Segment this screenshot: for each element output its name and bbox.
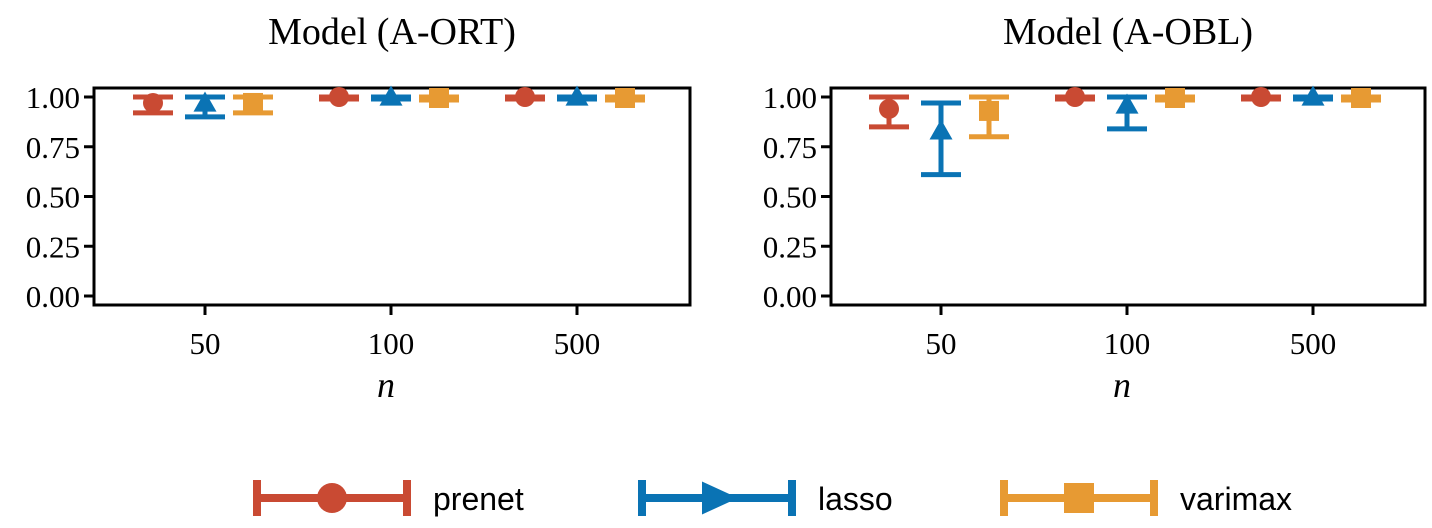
x-tick-label: 100 — [1104, 326, 1151, 361]
y-tick-label: 0.25 — [763, 229, 817, 264]
chart-title: Model (A-OBL) — [1003, 11, 1253, 53]
errorbar-varimax — [419, 87, 459, 108]
errorbar-prenet — [869, 94, 909, 130]
x-axis-label: n — [377, 365, 395, 405]
y-tick-label: 1.00 — [26, 80, 80, 115]
varimax-point — [979, 100, 999, 121]
varimax-point — [243, 92, 263, 113]
prenet-point — [879, 98, 899, 119]
x-tick-label: 500 — [554, 326, 601, 361]
legend-label: lasso — [818, 481, 893, 517]
errorbar-varimax — [969, 94, 1009, 140]
x-tick-label: 500 — [1290, 326, 1337, 361]
errorbar-prenet — [133, 92, 173, 116]
panel-a-ort: Model (A-ORT) 0.00 0.25 0.50 0.75 1.00 50 100 50… — [26, 11, 692, 405]
varimax-point — [1351, 87, 1371, 108]
y-tick-label: 0.50 — [26, 180, 80, 215]
legend-label: varimax — [1180, 481, 1292, 517]
errorbar-prenet — [319, 87, 359, 107]
legend: prenet lasso varimax — [253, 480, 1292, 517]
errorbar-lasso — [1293, 85, 1333, 106]
x-tick-label: 100 — [368, 326, 415, 361]
legend-marker-varimax — [1064, 483, 1094, 513]
x-tick-label: 50 — [926, 326, 957, 361]
y-tick-label: 0.00 — [763, 279, 817, 314]
lasso-point — [1115, 93, 1139, 114]
panel-a-obl: Model (A-OBL) 0.00 0.25 0.50 0.75 1.00 50 100 50… — [763, 11, 1427, 405]
lasso-point — [565, 85, 589, 106]
lasso-point — [193, 91, 217, 112]
y-tick-label: 0.50 — [763, 180, 817, 215]
errorbar-lasso — [1107, 93, 1147, 132]
legend-item-varimax: varimax — [1000, 480, 1292, 517]
chart-title: Model (A-ORT) — [268, 11, 516, 53]
errorbar-lasso — [921, 100, 961, 178]
lasso-point — [929, 119, 953, 140]
errorbar-prenet — [1241, 87, 1281, 107]
x-axis-label: n — [1113, 365, 1131, 405]
plot-frame — [92, 86, 692, 307]
errorbar-varimax — [605, 87, 645, 108]
legend-marker-prenet — [317, 483, 347, 513]
varimax-point — [429, 87, 449, 108]
errorbar-prenet — [1055, 87, 1095, 107]
errorbar-varimax — [233, 92, 273, 116]
x-tick-label: 50 — [190, 326, 221, 361]
y-tick-label: 1.00 — [763, 80, 817, 115]
legend-marker-lasso — [702, 481, 738, 515]
y-tick-label: 0.25 — [26, 229, 80, 264]
prenet-point — [143, 92, 163, 113]
lasso-point — [1301, 85, 1325, 106]
errorbar-varimax — [1155, 87, 1195, 108]
prenet-point — [329, 87, 349, 107]
errorbar-prenet — [505, 87, 545, 107]
y-tick-label: 0.00 — [26, 279, 80, 314]
errorbar-lasso — [185, 91, 225, 120]
y-tick-label: 0.75 — [763, 130, 817, 165]
varimax-point — [615, 87, 635, 108]
prenet-point — [1251, 87, 1271, 107]
errorbar-varimax — [1341, 87, 1381, 108]
prenet-point — [1065, 87, 1085, 107]
errorbar-lasso — [371, 85, 411, 106]
legend-item-lasso: lasso — [638, 480, 893, 517]
legend-label: prenet — [433, 481, 524, 517]
legend-item-prenet: prenet — [253, 480, 524, 517]
varimax-point — [1165, 87, 1185, 108]
lasso-point — [379, 85, 403, 106]
y-tick-label: 0.75 — [26, 130, 80, 165]
errorbar-lasso — [557, 85, 597, 106]
prenet-point — [515, 87, 535, 107]
